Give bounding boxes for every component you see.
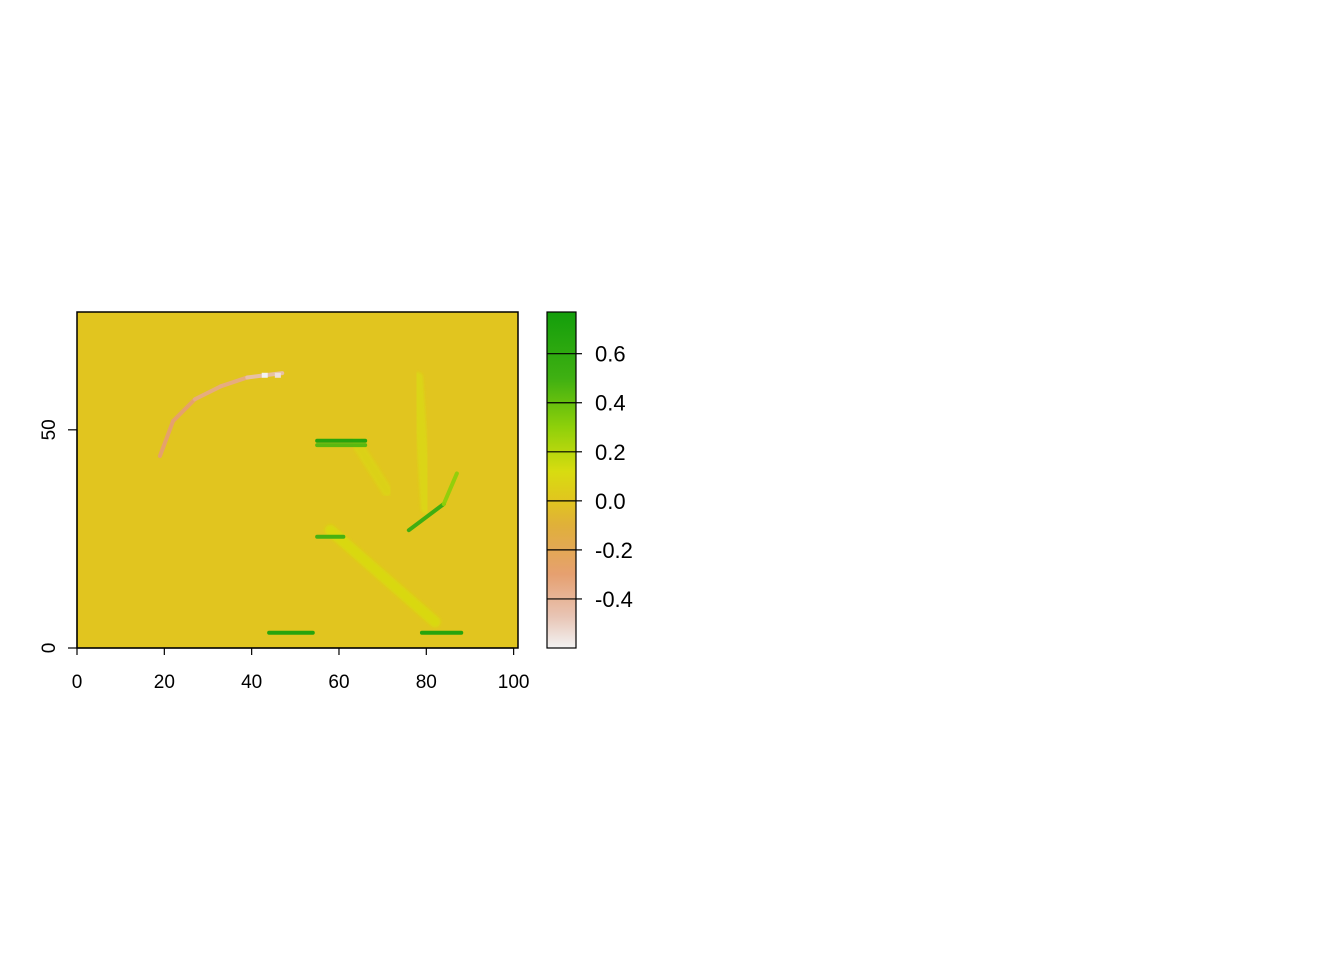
x-tick-label: 100: [498, 672, 530, 693]
heatmap-feature-ring-arc-3: [192, 384, 224, 402]
heatmap-feature-ring-upper-right: [441, 471, 459, 506]
colorbar-tick-label: 0.4: [595, 391, 626, 416]
heatmap-feature-ring-arc-1: [157, 419, 176, 458]
x-tick-label: 20: [154, 672, 175, 693]
y-tick-label: 0: [39, 643, 60, 654]
colorbar-tick-label: 0.2: [595, 440, 626, 465]
heatmap-feature-R-bowl-edge: [412, 371, 432, 514]
heatmap-bright-spot-0: [261, 372, 268, 378]
x-tick-label: 0: [72, 672, 83, 693]
heatmap-feature-ring-arc-4: [219, 375, 250, 389]
x-tick-label: 60: [328, 672, 349, 693]
heatmap-feature-R-leg-edge: [324, 524, 441, 628]
heatmap-cells: [157, 319, 480, 637]
x-tick-label: 80: [416, 672, 437, 693]
colorbar-fill: [547, 312, 576, 648]
heatmap-feature-bowl-diagonal-edge: [406, 502, 446, 533]
colorbar-tick-label: -0.2: [595, 538, 633, 563]
colorbar: 0.6 0.4 0.2 0.0 -0.2 -0.4: [546, 311, 633, 649]
colorbar-tick-label: -0.4: [595, 587, 633, 612]
colorbar-ticks: 0.6 0.4 0.2 0.0 -0.2 -0.4: [547, 342, 633, 612]
heatmap-feature-ring-arc-2: [171, 397, 197, 424]
y-axis: 0 50: [39, 419, 78, 654]
colorbar-tick-label: 0.6: [595, 342, 626, 367]
x-tick-label: 40: [241, 672, 262, 693]
heatmap-bright-spot-1: [274, 372, 281, 378]
y-tick-label: 50: [39, 419, 60, 440]
colorbar-tick-label: 0.0: [595, 489, 626, 514]
heatmap-background: [77, 312, 518, 648]
x-axis: 0 20 40 60 80 100: [72, 647, 530, 693]
colorbar-frame: [546, 311, 577, 649]
heatmap-feature-R-bowl-inner-edge: [350, 437, 393, 497]
